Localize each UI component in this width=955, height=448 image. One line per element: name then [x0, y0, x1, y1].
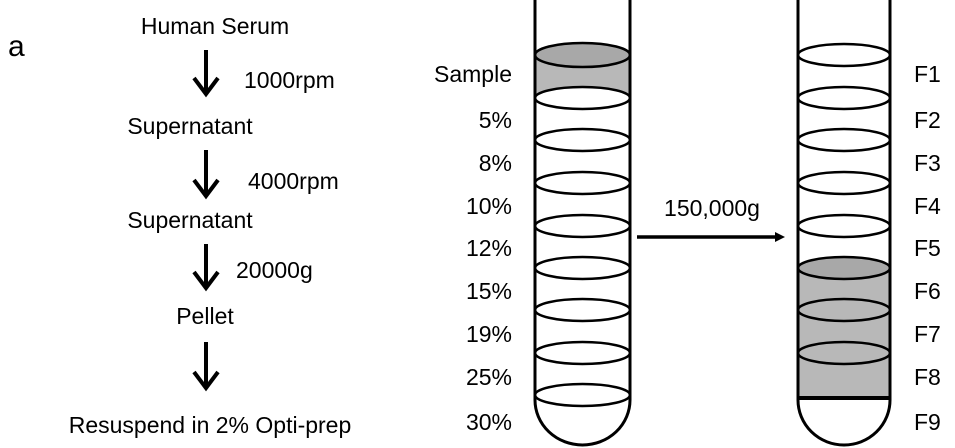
flow-condition: 4000rpm — [248, 168, 339, 194]
flow-condition: 20000g — [236, 257, 313, 283]
fraction-label: F4 — [914, 193, 941, 219]
flow-step: Pellet — [176, 303, 234, 329]
gradient-label: 10% — [466, 193, 512, 219]
gradient-label: 19% — [466, 321, 512, 347]
gradient-label: Sample — [434, 61, 512, 87]
fraction-label: F8 — [914, 364, 941, 390]
flow-step: Supernatant — [127, 207, 253, 233]
fraction-label: F2 — [914, 107, 941, 133]
gradient-label: 12% — [466, 235, 512, 261]
fraction-tube — [798, 0, 890, 445]
gradient-label: 15% — [466, 278, 512, 304]
gradient-label: 30% — [466, 409, 512, 435]
gradient-label: 8% — [479, 150, 512, 176]
flow-step: Supernatant — [127, 113, 253, 139]
fraction-label: F5 — [914, 235, 941, 261]
flow-step: Resuspend in 2% Opti-prep — [69, 412, 352, 438]
fraction-label: F7 — [914, 321, 941, 347]
gradient-tube — [535, 0, 630, 445]
panel-label: a — [8, 30, 25, 63]
fraction-label: F9 — [914, 409, 941, 435]
gradient-label: 5% — [479, 107, 512, 133]
flow-condition: 1000rpm — [244, 67, 335, 93]
gradient-label: 25% — [466, 364, 512, 390]
flow-step: Human Serum — [141, 13, 289, 39]
fraction-label: F6 — [914, 278, 941, 304]
centrifugation-label: 150,000g — [664, 195, 760, 221]
fraction-label: F1 — [914, 61, 941, 87]
figure: a Human Serum Supernatant Supernatant Pe… — [0, 0, 955, 448]
fraction-label: F3 — [914, 150, 941, 176]
